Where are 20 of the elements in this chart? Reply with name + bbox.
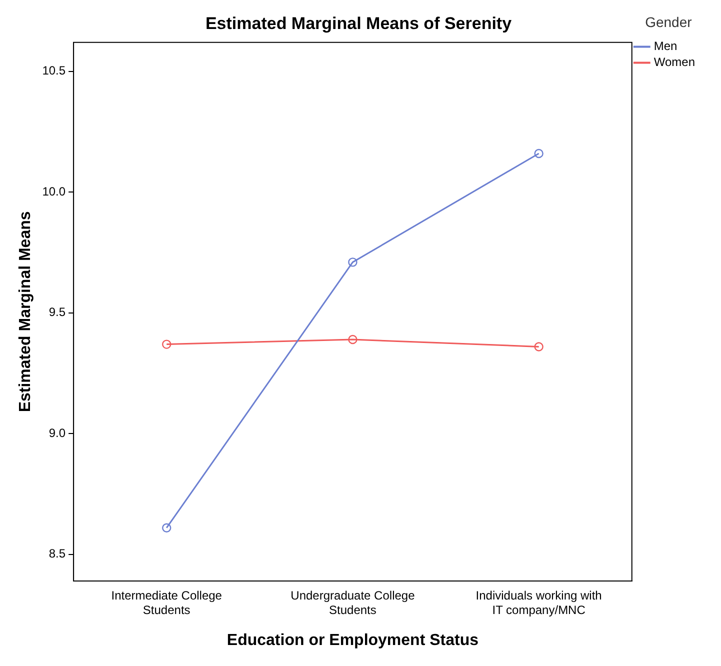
point: [162, 523, 172, 532]
legend-title: Gender: [645, 14, 692, 30]
point: [534, 148, 544, 158]
point: [348, 334, 358, 344]
y-tick-label: 10.0: [42, 184, 66, 198]
legend-label: Women: [654, 55, 696, 70]
legend-label: Men: [654, 39, 678, 54]
x-tick-label: Individuals working with IT company/MNC: [476, 588, 602, 617]
x-tick-label: Intermediate College Students: [111, 588, 222, 617]
y-axis-title: Estimated Marginal Means: [17, 211, 34, 412]
y-tick-label: 10.5: [42, 64, 66, 78]
chart-title: Estimated Marginal Means of Serenity: [205, 14, 512, 33]
y-tick-label: 8.5: [48, 546, 66, 561]
point: [162, 340, 172, 349]
x-axis-title: Education or Employment Status: [226, 632, 479, 649]
point: [534, 342, 544, 352]
y-tick-label: 9.0: [48, 426, 66, 440]
x-tick-label: Undergraduate College Students: [290, 588, 416, 617]
point: [348, 258, 358, 267]
y-tick-label: 9.5: [48, 305, 66, 320]
